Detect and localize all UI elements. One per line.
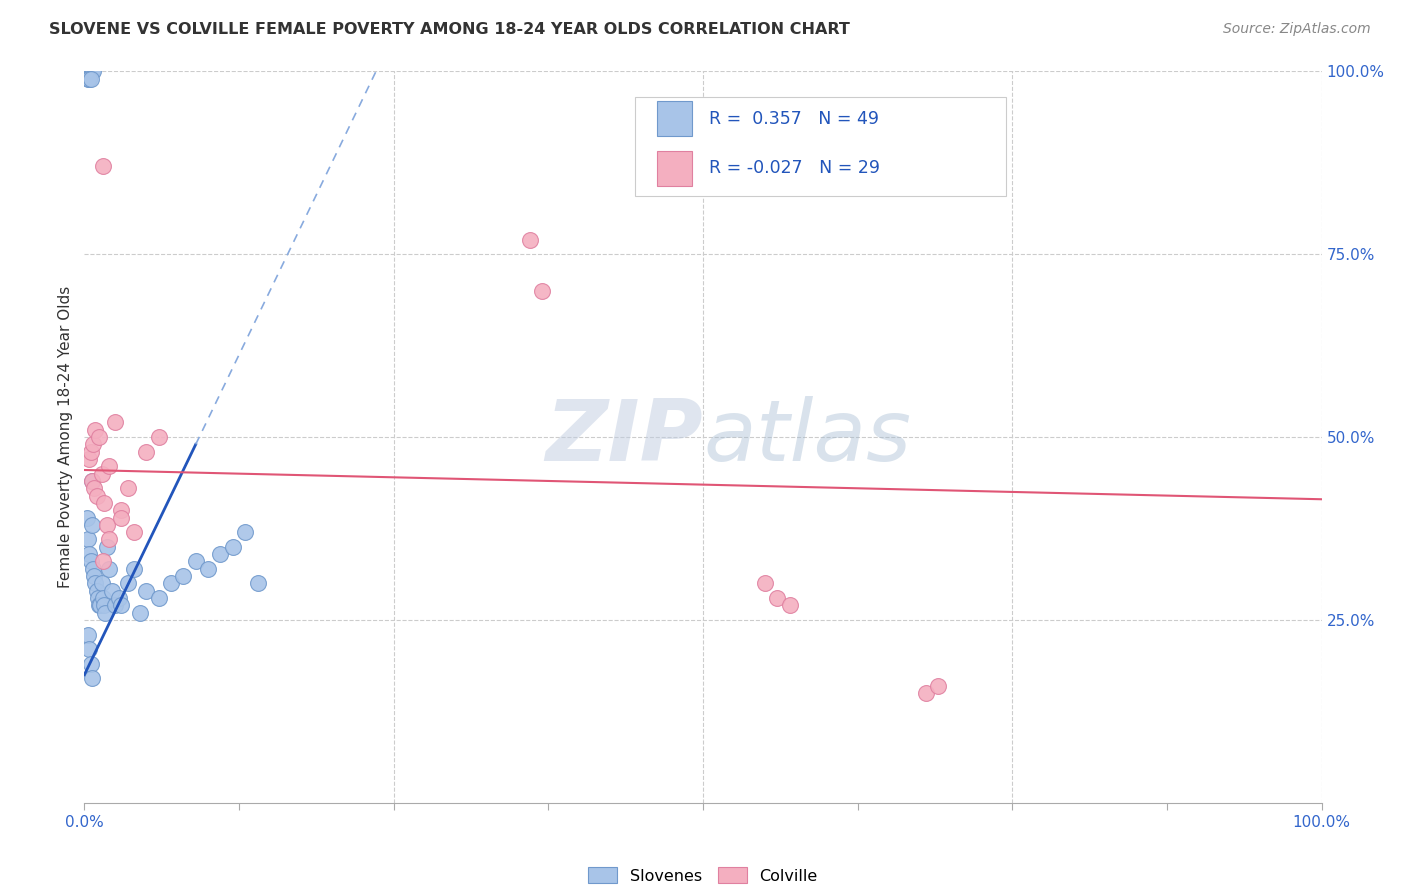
Point bbox=[96, 540, 118, 554]
Point bbox=[766, 591, 789, 605]
Point bbox=[89, 599, 111, 613]
Point bbox=[86, 489, 108, 503]
Point bbox=[122, 525, 145, 540]
Point bbox=[197, 562, 219, 576]
Point bbox=[77, 627, 100, 641]
FancyBboxPatch shape bbox=[657, 151, 692, 186]
Point bbox=[209, 547, 232, 561]
Point bbox=[94, 606, 117, 620]
FancyBboxPatch shape bbox=[657, 102, 692, 136]
Point bbox=[79, 71, 101, 86]
Point bbox=[110, 599, 132, 613]
Point bbox=[82, 562, 104, 576]
Point bbox=[104, 416, 127, 430]
Point bbox=[531, 284, 554, 298]
Point bbox=[148, 430, 170, 444]
Point bbox=[93, 496, 115, 510]
Point bbox=[93, 599, 115, 613]
Text: SLOVENE VS COLVILLE FEMALE POVERTY AMONG 18-24 YEAR OLDS CORRELATION CHART: SLOVENE VS COLVILLE FEMALE POVERTY AMONG… bbox=[49, 22, 851, 37]
Y-axis label: Female Poverty Among 18-24 Year Olds: Female Poverty Among 18-24 Year Olds bbox=[58, 286, 73, 588]
Point bbox=[233, 525, 256, 540]
Point bbox=[122, 562, 145, 576]
Point bbox=[98, 533, 121, 547]
Point bbox=[90, 576, 112, 591]
Point bbox=[77, 64, 100, 78]
Text: atlas: atlas bbox=[703, 395, 911, 479]
Point bbox=[519, 233, 541, 247]
Point bbox=[148, 591, 170, 605]
Point bbox=[914, 686, 936, 700]
FancyBboxPatch shape bbox=[636, 97, 1007, 195]
Point bbox=[79, 452, 101, 467]
Legend: Slovenes, Colville: Slovenes, Colville bbox=[582, 861, 824, 890]
Point bbox=[96, 517, 118, 532]
Point bbox=[184, 554, 207, 568]
Point bbox=[160, 576, 183, 591]
Point bbox=[91, 554, 114, 568]
Point bbox=[80, 517, 103, 532]
Point bbox=[90, 467, 112, 481]
Point bbox=[80, 474, 103, 488]
Point bbox=[98, 562, 121, 576]
Point bbox=[86, 583, 108, 598]
Point bbox=[108, 591, 131, 605]
Point bbox=[754, 576, 776, 591]
Point bbox=[84, 423, 107, 437]
Point bbox=[98, 459, 121, 474]
Point bbox=[222, 540, 245, 554]
Point bbox=[79, 444, 101, 458]
Point bbox=[76, 510, 98, 524]
Point bbox=[246, 576, 269, 591]
Text: R =  0.357   N = 49: R = 0.357 N = 49 bbox=[709, 110, 879, 128]
Point bbox=[110, 503, 132, 517]
Point bbox=[82, 64, 104, 78]
Point bbox=[91, 160, 114, 174]
Point bbox=[79, 642, 101, 657]
Point bbox=[117, 481, 139, 495]
Point bbox=[82, 437, 104, 451]
Point bbox=[89, 430, 111, 444]
Point bbox=[80, 474, 103, 488]
Point bbox=[77, 533, 100, 547]
Point bbox=[135, 444, 157, 458]
Text: Source: ZipAtlas.com: Source: ZipAtlas.com bbox=[1223, 22, 1371, 37]
Point bbox=[100, 583, 122, 598]
Point bbox=[104, 599, 127, 613]
Text: ZIP: ZIP bbox=[546, 395, 703, 479]
Point bbox=[79, 64, 101, 78]
Point bbox=[779, 599, 801, 613]
Point bbox=[77, 71, 100, 86]
Point bbox=[91, 591, 114, 605]
Point bbox=[110, 510, 132, 524]
Point bbox=[83, 481, 105, 495]
Point bbox=[172, 569, 194, 583]
Point bbox=[80, 64, 103, 78]
Point bbox=[76, 64, 98, 78]
Point bbox=[79, 71, 101, 86]
Text: R = -0.027   N = 29: R = -0.027 N = 29 bbox=[709, 160, 880, 178]
Point bbox=[79, 64, 101, 78]
Point bbox=[83, 569, 105, 583]
Point bbox=[135, 583, 157, 598]
Point bbox=[79, 547, 101, 561]
Point bbox=[80, 672, 103, 686]
Point bbox=[117, 576, 139, 591]
Point bbox=[84, 576, 107, 591]
Point bbox=[89, 599, 111, 613]
Point bbox=[129, 606, 152, 620]
Point bbox=[927, 679, 949, 693]
Point bbox=[79, 657, 101, 671]
Point bbox=[87, 591, 110, 605]
Point bbox=[79, 554, 101, 568]
